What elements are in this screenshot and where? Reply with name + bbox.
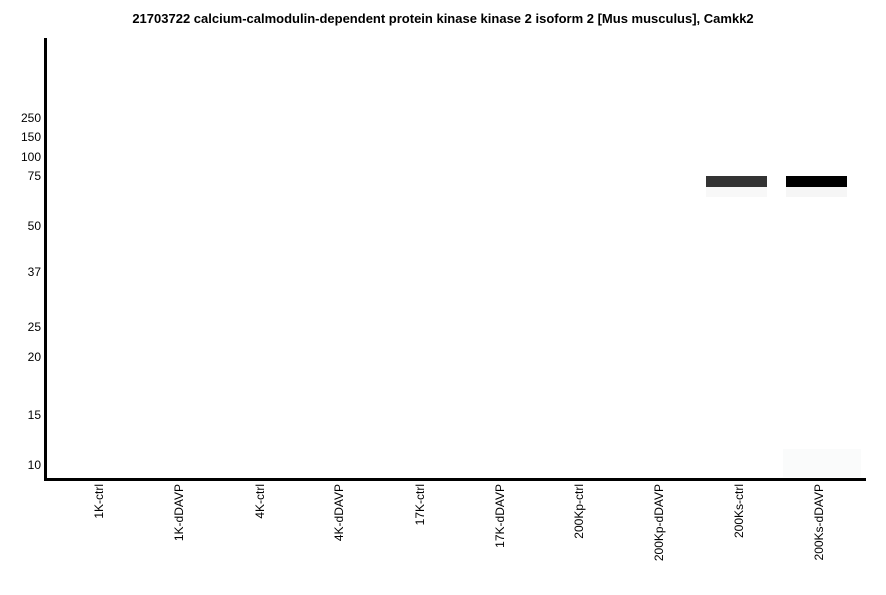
y-tick-150: 150 [20,130,41,144]
lane-label-4k-ctrl: 4K-ctrl [253,484,267,519]
y-tick-15: 15 [27,408,41,422]
y-tick-20: 20 [27,350,41,364]
y-tick-25: 25 [27,320,41,334]
lane-label-1k-ctrl: 1K-ctrl [92,484,106,519]
lane-label-200kp-ctrl: 200Kp-ctrl [572,484,586,539]
chart-title: 21703722 calcium-calmodulin-dependent pr… [132,11,754,26]
y-tick-37: 37 [27,265,41,279]
y-tick-100: 100 [20,150,41,164]
lane-label-4k-ddavp: 4K-dDAVP [332,484,346,542]
band-200ks-ddavp-10kda-faint [783,449,861,477]
lane-label-1k-ddavp: 1K-dDAVP [172,484,186,542]
lane-label-200ks-ctrl: 200Ks-ctrl [732,484,746,539]
lane-label-200ks-ddavp: 200Ks-dDAVP [812,484,826,561]
band-200ks-ctrl-70kda-shadow [706,187,767,197]
y-tick-250: 250 [20,111,41,125]
band-200ks-ddavp-70kda [786,176,847,187]
band-200ks-ddavp-70kda-shadow [786,187,847,197]
y-axis-line [44,38,47,481]
y-tick-50: 50 [27,219,41,233]
lane-label-200kp-ddavp: 200Kp-dDAVP [652,484,666,562]
x-axis-line [44,478,866,481]
band-200ks-ctrl-70kda [706,176,767,187]
lane-label-17k-ctrl: 17K-ctrl [413,484,427,526]
y-tick-10: 10 [27,458,41,472]
lane-label-17k-ddavp: 17K-dDAVP [493,484,507,548]
y-tick-75: 75 [27,169,41,183]
